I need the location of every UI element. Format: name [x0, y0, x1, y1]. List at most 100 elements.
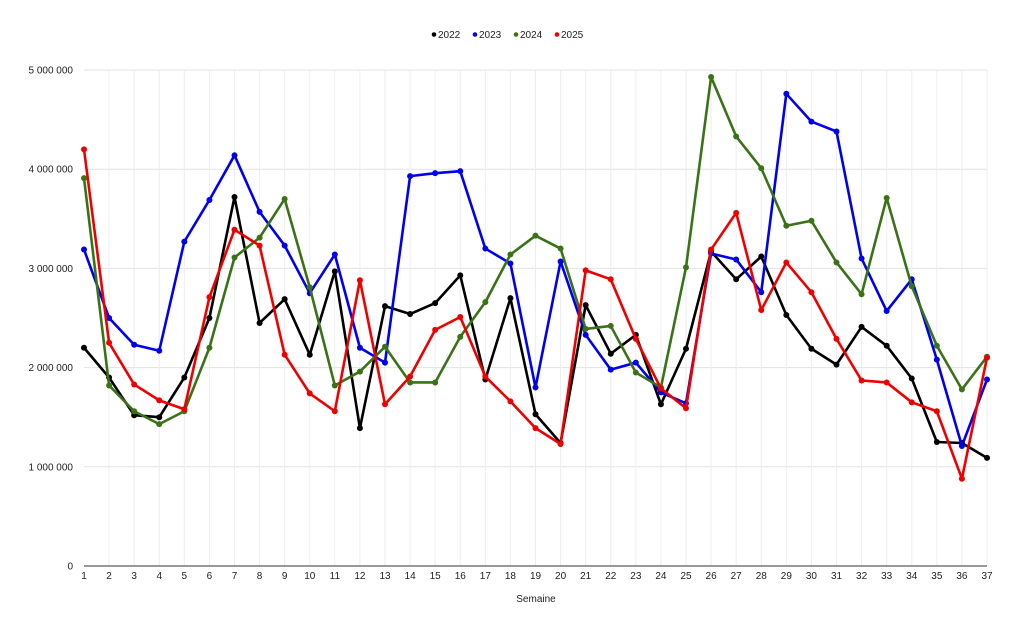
legend: 2022 2023 2024 2025 — [431, 30, 584, 41]
y-tick-label: 0 — [67, 562, 73, 573]
data-point-2022 — [883, 342, 890, 349]
data-point-2025 — [256, 242, 263, 249]
series-2025 — [81, 146, 990, 482]
y-tick-label: 1 000 000 — [29, 462, 74, 473]
x-tick-label: 1 — [81, 571, 87, 582]
data-point-2025 — [106, 339, 113, 346]
data-point-2023 — [281, 242, 288, 249]
legend-marker — [472, 32, 478, 37]
data-point-2024 — [783, 222, 790, 229]
data-point-2025 — [607, 276, 614, 283]
data-point-2024 — [432, 379, 439, 386]
data-point-2023 — [231, 152, 238, 159]
data-point-2022 — [808, 345, 815, 352]
x-tick-label: 5 — [182, 571, 188, 582]
x-tick-label: 21 — [580, 571, 592, 582]
data-point-2025 — [281, 351, 288, 358]
x-tick-label: 7 — [232, 571, 238, 582]
data-point-2022 — [933, 439, 940, 445]
data-point-2023 — [607, 366, 614, 373]
data-point-2023 — [81, 246, 87, 253]
x-tick-label: 6 — [207, 571, 213, 582]
series-layer — [81, 73, 990, 482]
legend-label: 2023 — [479, 30, 502, 41]
data-point-2023 — [582, 331, 589, 338]
x-tick-label: 23 — [630, 571, 642, 582]
data-point-2023 — [131, 341, 138, 348]
data-point-2024 — [507, 251, 514, 258]
data-point-2022 — [331, 268, 338, 275]
data-point-2024 — [808, 217, 815, 224]
data-point-2024 — [306, 284, 313, 291]
legend-marker — [513, 32, 519, 37]
legend-label: 2024 — [520, 30, 543, 41]
data-point-2022 — [181, 374, 188, 381]
axis-layer: 0 1 000 000 2 000 000 3 000 000 4 000 000 5 0… — [29, 66, 993, 583]
data-point-2024 — [407, 379, 414, 386]
data-point-2025 — [582, 267, 589, 274]
data-point-2024 — [106, 382, 113, 389]
data-point-2023 — [632, 359, 639, 366]
data-point-2023 — [482, 245, 489, 252]
data-point-2025 — [382, 401, 388, 408]
x-tick-label: 8 — [257, 571, 263, 582]
data-point-2025 — [657, 385, 664, 392]
data-point-2024 — [607, 322, 614, 329]
data-point-2025 — [156, 397, 163, 404]
data-point-2024 — [356, 368, 363, 375]
data-point-2023 — [532, 384, 539, 391]
x-tick-label: 12 — [354, 571, 366, 582]
data-point-2022 — [432, 300, 439, 307]
data-point-2022 — [81, 344, 87, 351]
data-point-2022 — [507, 295, 514, 302]
data-point-2025 — [206, 294, 213, 301]
data-point-2025 — [482, 373, 489, 380]
x-tick-label: 10 — [304, 571, 316, 582]
x-tick-label: 27 — [731, 571, 743, 582]
data-point-2023 — [858, 255, 865, 262]
data-point-2023 — [557, 258, 564, 265]
data-point-2022 — [657, 401, 664, 408]
data-point-2023 — [833, 128, 840, 135]
data-point-2022 — [607, 350, 614, 357]
data-point-2022 — [306, 351, 313, 358]
data-point-2025 — [507, 398, 514, 405]
data-point-2025 — [708, 246, 715, 253]
data-point-2022 — [683, 345, 689, 352]
data-point-2025 — [783, 259, 790, 266]
x-tick-label: 2 — [106, 571, 112, 582]
data-point-2025 — [833, 335, 840, 342]
data-point-2024 — [457, 333, 464, 340]
data-point-2022 — [156, 414, 163, 421]
data-point-2022 — [382, 303, 388, 310]
data-point-2024 — [958, 386, 965, 393]
data-point-2024 — [582, 325, 589, 332]
data-point-2022 — [231, 193, 238, 200]
y-tick-label: 5 000 000 — [29, 66, 74, 77]
data-point-2025 — [958, 475, 965, 482]
data-point-2023 — [808, 118, 815, 125]
data-point-2024 — [156, 421, 163, 428]
data-point-2023 — [156, 347, 163, 354]
data-point-2023 — [883, 308, 890, 315]
data-point-2023 — [256, 208, 263, 215]
data-point-2024 — [883, 194, 890, 201]
x-tick-label: 13 — [379, 571, 391, 582]
data-point-2022 — [582, 302, 589, 309]
x-tick-label: 26 — [706, 571, 718, 582]
x-tick-label: 25 — [680, 571, 692, 582]
data-point-2023 — [984, 376, 990, 383]
data-point-2024 — [482, 299, 489, 306]
x-tick-label: 37 — [981, 571, 993, 582]
data-point-2023 — [407, 173, 414, 180]
data-point-2023 — [356, 344, 363, 351]
data-point-2022 — [984, 454, 990, 461]
data-point-2024 — [933, 342, 940, 349]
data-point-2024 — [206, 344, 213, 351]
data-point-2023 — [933, 356, 940, 363]
series-2023 — [81, 90, 990, 449]
x-tick-label: 36 — [956, 571, 968, 582]
x-tick-label: 19 — [530, 571, 542, 582]
data-point-2022 — [407, 311, 414, 318]
data-point-2025 — [883, 379, 890, 386]
